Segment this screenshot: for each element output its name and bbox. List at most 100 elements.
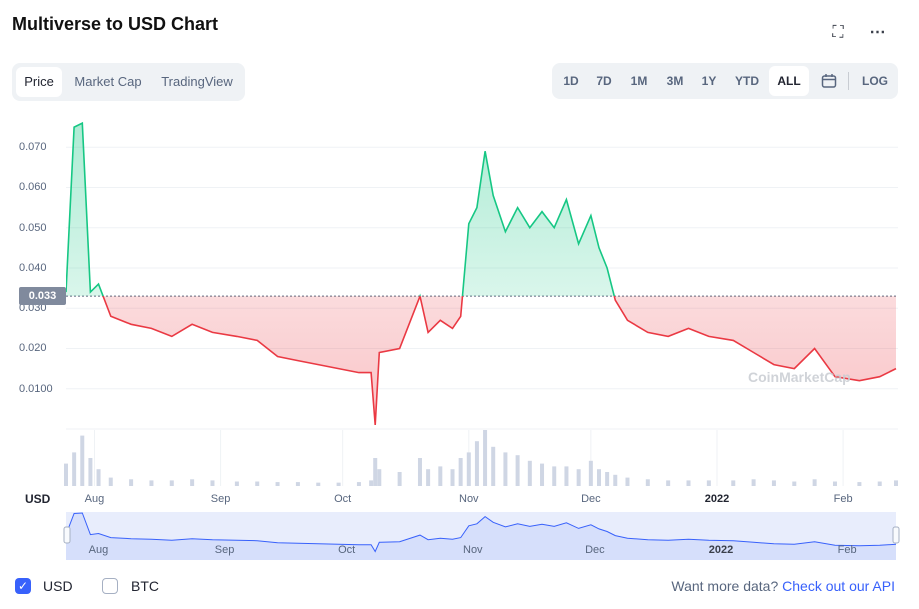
range-1y[interactable]: 1Y: [701, 74, 717, 88]
navigator-area: [66, 513, 896, 560]
chart-title: Multiverse to USD Chart: [12, 14, 219, 34]
navigator-tick-label: Oct: [338, 544, 356, 556]
volume-bar: [88, 458, 93, 486]
navigator-tick-label: Aug: [88, 544, 109, 556]
x-tick-label: Nov: [459, 493, 479, 505]
volume-bar: [466, 452, 471, 486]
navigator-tick-label: Dec: [585, 544, 605, 556]
tab-market-cap[interactable]: Market Cap: [74, 74, 142, 89]
volume-bar: [666, 480, 671, 486]
volume-bar: [540, 463, 545, 486]
current-price-badge: 0.033: [19, 287, 66, 306]
range-1d[interactable]: 1D: [563, 74, 579, 88]
navigator-tick-label: Feb: [837, 544, 857, 556]
range-ytd[interactable]: YTD: [735, 74, 759, 88]
volume-bar: [190, 479, 195, 486]
tab-price[interactable]: Price: [16, 67, 62, 97]
volume-bar: [474, 441, 479, 486]
chart-type-tabs: Price Market Cap TradingView: [12, 63, 245, 101]
volume-bar: [832, 481, 837, 486]
tab-tradingview[interactable]: TradingView: [161, 74, 233, 89]
y-tick-label: 0.060: [19, 181, 47, 194]
currency-axis-label: USD: [25, 492, 51, 506]
volume-bar: [771, 480, 776, 486]
x-tick-label: Feb: [833, 493, 853, 505]
volume-bar: [877, 481, 882, 486]
volume-bar: [438, 466, 443, 486]
usd-label: USD: [43, 578, 73, 594]
navigator-handle-left: [63, 526, 71, 544]
volume-bar: [731, 480, 736, 486]
navigator-tick-label: Sep: [214, 544, 235, 556]
volume-bar: [129, 479, 134, 486]
volume-bar: [417, 458, 422, 486]
footer-text: Want more data? Check out our API: [671, 578, 895, 594]
calendar-icon[interactable]: [814, 66, 844, 96]
x-tick-label: Dec: [581, 493, 601, 505]
volume-bar: [72, 452, 77, 486]
price-line-up: [66, 121, 616, 297]
y-tick-label: 0.070: [19, 141, 47, 154]
volume-bar: [588, 460, 593, 486]
volume-bar: [377, 469, 382, 486]
volume-bar: [645, 479, 650, 486]
volume-bar: [210, 480, 215, 486]
volume-bar: [169, 480, 174, 486]
volume-bar: [275, 482, 280, 486]
volume-bar: [625, 477, 630, 486]
volume-bar: [706, 480, 711, 486]
range-3m[interactable]: 3M: [666, 74, 684, 88]
range-all[interactable]: ALL: [769, 66, 809, 96]
range-7d[interactable]: 7D: [596, 74, 612, 88]
volume-bar: [812, 479, 817, 486]
volume-bar: [426, 469, 431, 486]
volume-bar: [605, 472, 610, 486]
navigator-tick-label: Nov: [463, 544, 483, 556]
volume-bar: [108, 477, 113, 486]
volume-bar: [295, 482, 300, 486]
volume-bar: [316, 482, 321, 486]
btc-label: BTC: [131, 578, 159, 594]
volume-bar: [255, 481, 260, 486]
volume-bar: [397, 472, 402, 486]
volume-bar: [576, 469, 581, 486]
expand-icon[interactable]: ⛶: [832, 24, 844, 41]
range-log[interactable]: LOG: [862, 74, 888, 88]
volume-bar: [613, 474, 618, 486]
volume-bar: [857, 482, 862, 486]
x-tick-label: Sep: [210, 493, 231, 505]
usd-checkbox[interactable]: ✓: [15, 578, 31, 594]
navigator-handle-right: [892, 526, 900, 544]
volume-bar: [356, 482, 361, 486]
volume-bar: [894, 480, 898, 486]
volume-bar: [149, 480, 154, 486]
api-link[interactable]: Check out our API: [782, 578, 895, 594]
volume-bar: [483, 430, 488, 486]
volume-bar: [515, 455, 520, 486]
volume-bar: [96, 469, 101, 486]
volume-bar: [503, 452, 508, 486]
navigator-tick-label: 2022: [708, 544, 734, 556]
more-icon[interactable]: ⋯: [869, 24, 887, 41]
price-lines: [66, 121, 897, 426]
y-tick-label: 0.020: [19, 342, 47, 355]
volume-bar: [527, 460, 532, 486]
area-above-baseline: [66, 123, 615, 297]
range-1m[interactable]: 1M: [630, 74, 648, 88]
y-tick-label: 0.0100: [19, 382, 53, 395]
price-line-down: [102, 296, 897, 426]
navigator-line: [65, 512, 897, 553]
navigator: [63, 512, 900, 560]
x-tick-label: Oct: [334, 493, 352, 505]
volume-bar: [792, 481, 797, 486]
volume-bar: [564, 466, 569, 486]
footer-prefix: Want more data?: [671, 578, 779, 594]
volume-bar: [686, 480, 691, 486]
volume-bar: [373, 458, 378, 486]
range-separator: [848, 72, 849, 90]
volume-bar: [552, 466, 557, 486]
y-tick-label: 0.040: [19, 261, 47, 274]
volume-bar: [234, 481, 239, 486]
btc-checkbox[interactable]: [102, 578, 118, 594]
